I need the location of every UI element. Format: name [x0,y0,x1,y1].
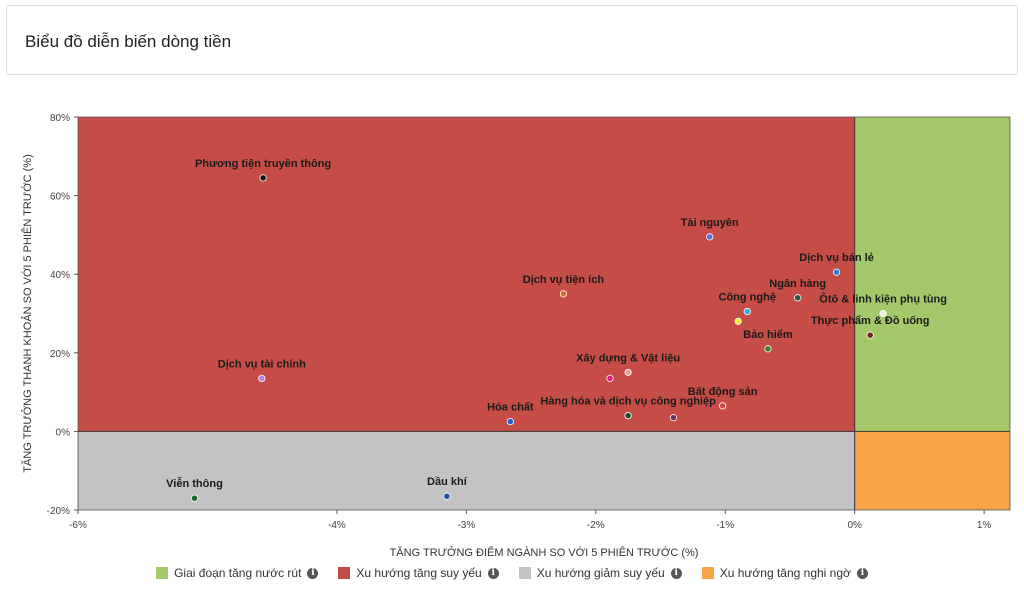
data-point [719,402,727,410]
data-point [606,374,614,382]
data-point [734,317,742,325]
y-tick-label: 0% [56,427,71,438]
data-point [764,345,772,353]
quadrant-tang-suy-yeu [78,117,855,432]
data-label: Công nghệ [719,292,776,304]
data-label: Phương tiện truyền thông [195,158,331,170]
legend-item-tang-nuoc-rut[interactable]: Giai đoạn tăng nước rút i [156,566,319,580]
y-tick-label: -20% [47,506,70,517]
x-tick-label: -1% [716,520,734,531]
data-point [624,368,632,377]
data-label: Dịch vụ bán lẻ [799,252,874,264]
data-label: Ôtô & linh kiện phụ tùng [819,293,947,306]
y-tick-label: 60% [50,192,70,203]
data-label: Dịch vụ tiện ích [523,274,605,286]
x-tick-label: -6% [69,520,87,531]
legend: Giai đoạn tăng nước rút i Xu hướng tăng … [0,566,1024,580]
legend-label: Xu hướng giảm suy yếu [536,566,665,580]
legend-swatch [518,567,531,579]
x-tick-label: -2% [587,520,605,531]
x-tick-label: 1% [977,520,992,531]
data-point [743,307,751,316]
quadrant-tang-nghi-ngo [854,431,1010,510]
data-label: Xây dựng & Vật liệu [576,352,680,364]
legend-swatch [701,567,714,579]
info-icon[interactable]: i [487,567,499,579]
legend-label: Xu hướng tăng nghi ngờ [719,566,851,580]
data-point [190,494,199,502]
data-label: Hóa chất [487,402,534,414]
legend-swatch [338,567,351,579]
y-axis-label: TĂNG TRƯỞNG THANH KHOẢN SO VỚI 5 PHIÊN T… [21,154,34,472]
info-icon[interactable]: i [307,567,319,579]
data-label: Bất động sản [688,386,758,398]
legend-item-tang-suy-yeu[interactable]: Xu hướng tăng suy yếu i [338,566,499,580]
info-icon[interactable]: i [670,567,682,579]
data-label: Hàng hóa và dịch vụ công nghiệp [540,396,716,408]
info-icon[interactable]: i [856,567,868,579]
legend-item-tang-nghi-ngo[interactable]: Xu hướng tăng nghi ngờ i [701,566,868,580]
legend-item-giam-suy-yeu[interactable]: Xu hướng giảm suy yếu i [518,566,682,580]
plot-border [77,116,1011,511]
data-point [258,374,266,382]
data-label: Dịch vụ tài chính [218,358,306,370]
x-tick-label: 0% [847,520,862,531]
data-point [832,268,841,276]
x-tick-label: -3% [457,520,475,531]
data-point [443,492,451,500]
data-label: Thực phẩm & Đồ uống [811,315,930,327]
scatter-chart: -6% -4% -3% -2% -1% 0% 1% 80% 60% 40% 20% 0% -20% TĂN… [21,113,1011,559]
data-point [706,233,714,241]
header-card: Biểu đồ diễn biến dòng tiền [6,5,1018,75]
data-point [506,417,514,426]
quadrant-tang-nuoc-rut [854,117,1010,432]
legend-label: Xu hướng tăng suy yếu [356,566,482,580]
legend-label: Giai đoạn tăng nước rút [174,566,302,580]
data-label: Dầu khí [427,476,468,488]
data-point [669,414,678,422]
data-point [559,290,568,298]
data-label: Viễn thông [166,477,223,490]
data-label: Bảo hiểm [743,329,793,341]
data-point [879,309,887,318]
y-tick-label: 40% [50,270,70,281]
data-label: Tài nguyên [681,217,739,229]
y-tick-label: 20% [50,349,70,360]
y-tick-label: 80% [50,113,70,124]
data-point [794,294,802,302]
data-point [866,331,874,339]
data-point [624,412,632,420]
quadrant-giam-suy-yeu [78,431,855,510]
page-title: Biểu đồ diễn biến dòng tiền [25,32,232,51]
data-point [259,174,267,182]
x-axis-label: TĂNG TRƯỞNG ĐIỂM NGÀNH SO VỚI 5 PHIÊN TR… [390,546,699,559]
data-label: Ngân hàng [769,278,826,290]
legend-swatch [156,567,169,579]
x-tick-label: -4% [328,520,346,531]
